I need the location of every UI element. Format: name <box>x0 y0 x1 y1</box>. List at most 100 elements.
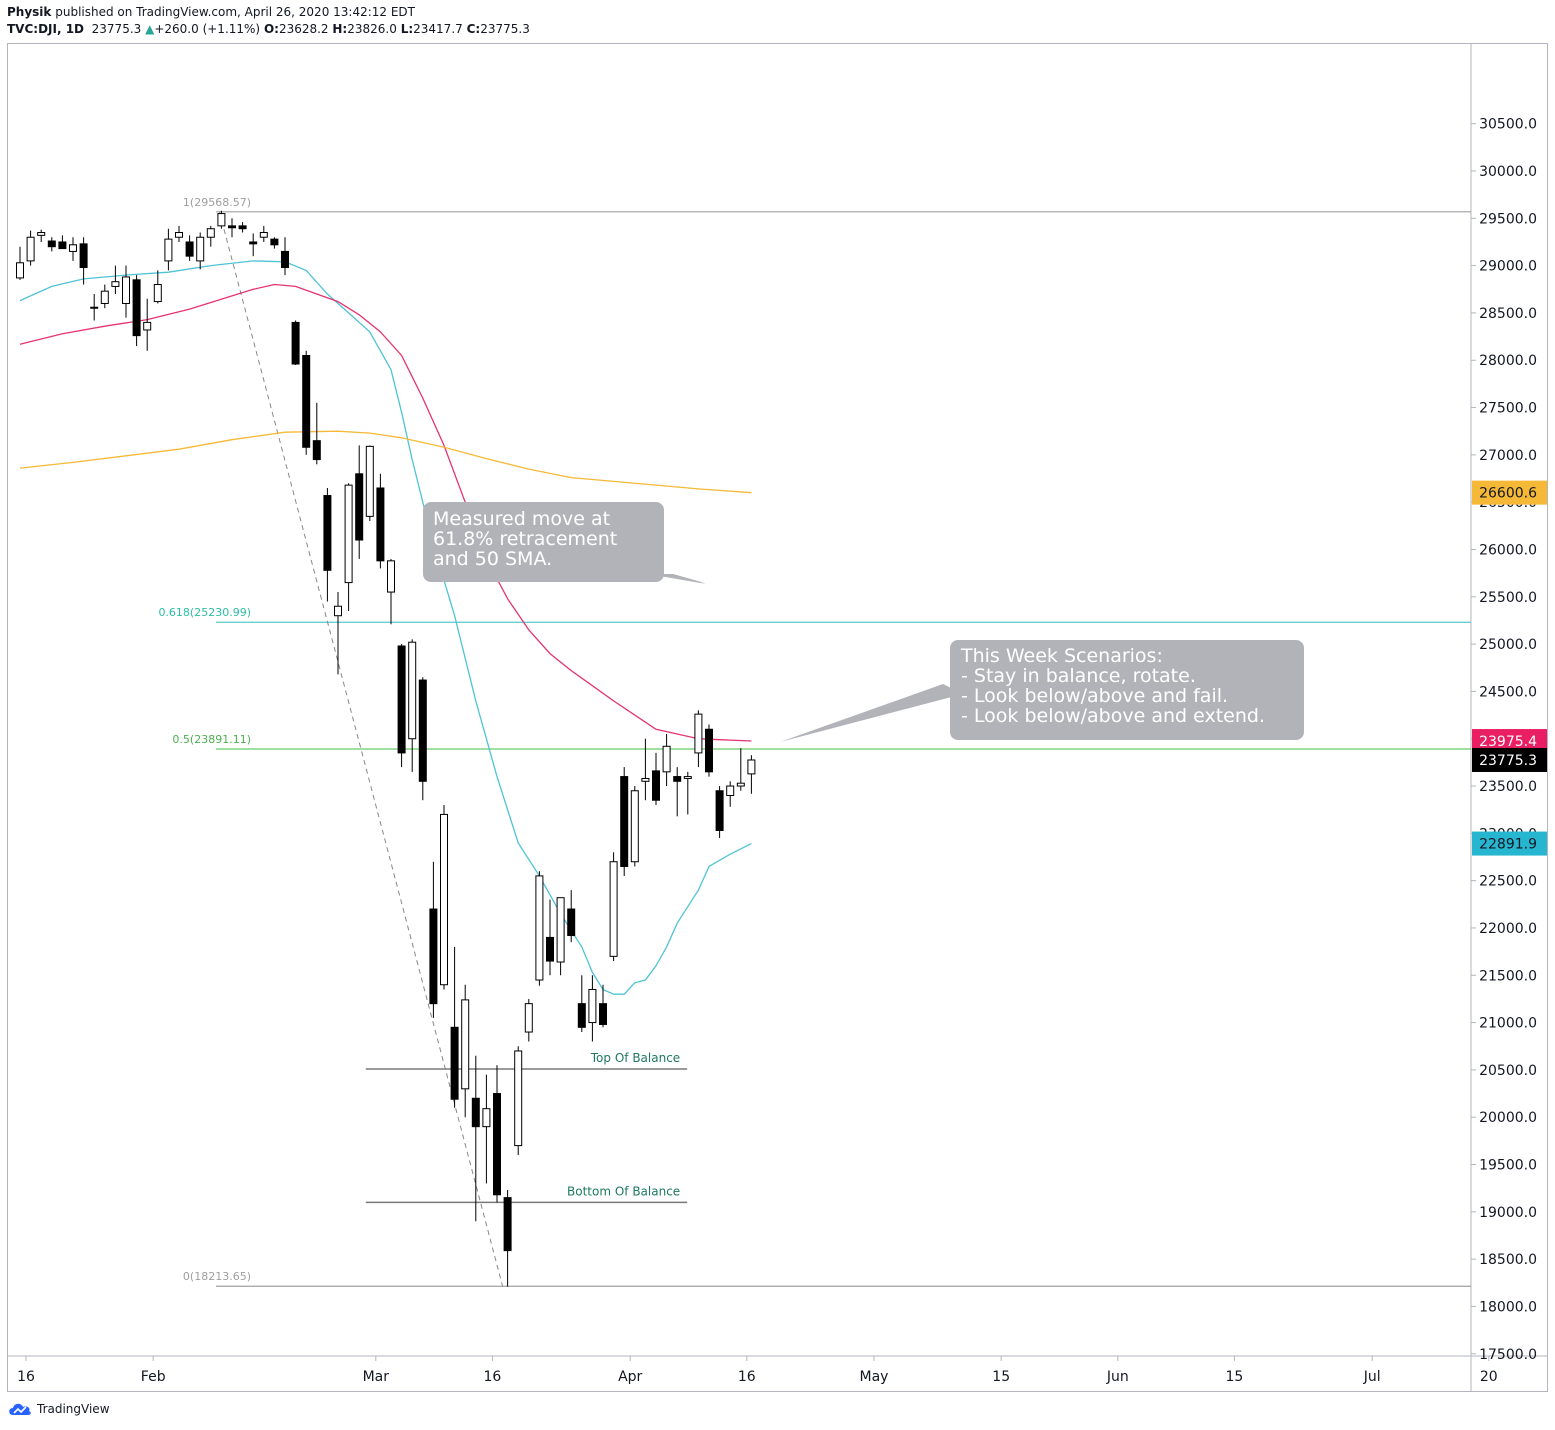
candle-body[interactable] <box>715 790 724 832</box>
candle-body[interactable] <box>90 306 99 309</box>
candle-body[interactable] <box>567 908 576 937</box>
fib-level-label: 0.5(23891.11) <box>172 733 251 746</box>
candle-body[interactable] <box>270 238 279 246</box>
candle-body[interactable] <box>175 232 183 238</box>
candle-body[interactable] <box>111 281 120 287</box>
candle-body[interactable] <box>164 238 173 262</box>
candle-body[interactable] <box>662 745 671 773</box>
low-label: L: <box>400 22 414 36</box>
candle-body[interactable] <box>69 244 77 252</box>
candle-body[interactable] <box>376 487 385 562</box>
candle-body[interactable] <box>630 790 639 863</box>
candle-body[interactable] <box>249 241 258 245</box>
tradingview-logo-text[interactable]: TradingView <box>37 1402 110 1416</box>
candle-body[interactable] <box>524 1003 533 1033</box>
tradingview-cloud-icon[interactable] <box>7 1402 33 1416</box>
candle-body[interactable] <box>493 1093 501 1196</box>
candle-body[interactable] <box>387 560 395 593</box>
y-tick-label: 19500.0 <box>1479 1158 1537 1174</box>
candle-body[interactable] <box>355 473 364 541</box>
candle-body[interactable] <box>641 777 650 782</box>
candle-body[interactable] <box>79 243 88 269</box>
candle-body[interactable] <box>705 728 713 773</box>
measured-move-annotation[interactable]: Measured move at 61.8% retracement and 5… <box>423 502 664 582</box>
y-tick-label: 19000.0 <box>1479 1205 1537 1221</box>
x-tick-label: 15 <box>992 1369 1010 1385</box>
candle-body[interactable] <box>418 679 427 782</box>
candle-body[interactable] <box>652 770 660 801</box>
candle-body[interactable] <box>185 241 194 257</box>
candle-body[interactable] <box>588 988 597 1024</box>
candle-body[interactable] <box>397 645 406 754</box>
candlestick-chart[interactable]: 17500.0 18000.0 18500.0 19000.0 19500.0 20000… <box>8 44 1547 1391</box>
fib-level-label: 1(29568.57) <box>183 196 251 209</box>
candle-body[interactable] <box>450 1026 459 1100</box>
candle-body[interactable] <box>132 279 141 337</box>
author-name[interactable]: Physik <box>7 5 52 19</box>
candle-body[interactable] <box>440 813 448 986</box>
annotation-line: - Look below/above and extend. <box>961 705 1265 727</box>
candle-body[interactable] <box>334 605 342 617</box>
candle-body[interactable] <box>620 776 629 867</box>
candle-body[interactable] <box>122 276 130 304</box>
y-tick-label: 18500.0 <box>1479 1252 1537 1268</box>
x-tick-label: Jul <box>1363 1369 1381 1385</box>
candle-body[interactable] <box>556 897 565 963</box>
open-label: O: <box>263 22 279 36</box>
candle-body[interactable] <box>673 776 682 782</box>
candle-body[interactable] <box>408 641 417 740</box>
y-tick-label: 29000.0 <box>1479 259 1537 275</box>
candle-body[interactable] <box>259 232 268 238</box>
y-tick-label: 30500.0 <box>1479 117 1537 133</box>
candle-body[interactable] <box>323 495 332 571</box>
candle-body[interactable] <box>503 1197 512 1252</box>
candle-body[interactable] <box>429 908 438 1005</box>
candle-body[interactable] <box>514 1050 523 1147</box>
candle-body[interactable] <box>546 936 554 962</box>
candle-body[interactable] <box>196 236 205 262</box>
candle-body[interactable] <box>16 262 24 279</box>
candle-body[interactable] <box>482 1108 491 1128</box>
x-tick-label: 15 <box>1225 1369 1243 1385</box>
candle-body[interactable] <box>471 1097 480 1128</box>
candle-body[interactable] <box>238 225 247 230</box>
candle-body[interactable] <box>461 999 470 1090</box>
candle-body[interactable] <box>694 713 703 754</box>
candle-body[interactable] <box>302 355 311 448</box>
candle-body[interactable] <box>609 861 618 957</box>
fib-level-label: 0(18213.65) <box>183 1270 251 1283</box>
last-price: 23775.3 <box>91 22 142 36</box>
candle-body[interactable] <box>312 440 321 461</box>
candle-body[interactable] <box>736 782 745 787</box>
candle-body[interactable] <box>58 241 67 250</box>
candle-body[interactable] <box>281 250 289 269</box>
candle-body[interactable] <box>100 290 109 304</box>
y-tick-label: 17500.0 <box>1479 1347 1537 1363</box>
scenarios-annotation[interactable]: This Week Scenarios: - Stay in balance, … <box>950 640 1304 740</box>
candle-body[interactable] <box>26 236 35 262</box>
sma-200-line <box>19 430 752 494</box>
candle-body[interactable] <box>577 1003 586 1028</box>
candle-body[interactable] <box>206 228 215 238</box>
candle-body[interactable] <box>217 213 226 227</box>
chart-frame[interactable]: 17500.0 18000.0 18500.0 19000.0 19500.0 20000… <box>7 43 1548 1392</box>
y-tick-label: 22500.0 <box>1479 874 1537 890</box>
x-tick-label: 16 <box>17 1369 35 1385</box>
candle-body[interactable] <box>535 875 544 981</box>
close-label: C: <box>466 22 481 36</box>
candle-body[interactable] <box>47 240 56 248</box>
candle-body[interactable] <box>599 1003 607 1025</box>
y-tick-label: 28500.0 <box>1479 306 1537 322</box>
candle-body[interactable] <box>37 232 46 236</box>
candle-body[interactable] <box>143 321 152 331</box>
candle-body[interactable] <box>153 284 162 303</box>
candle-body[interactable] <box>344 484 353 584</box>
candle-body[interactable] <box>228 225 236 229</box>
candle-body[interactable] <box>726 785 735 796</box>
candle-body[interactable] <box>747 759 756 775</box>
candle-body[interactable] <box>683 776 692 779</box>
candle-body[interactable] <box>365 445 374 517</box>
top-of-balance-label: Top Of Balance <box>590 1051 680 1065</box>
candle-body[interactable] <box>291 321 300 365</box>
close-value: 23775.3 <box>480 22 530 36</box>
